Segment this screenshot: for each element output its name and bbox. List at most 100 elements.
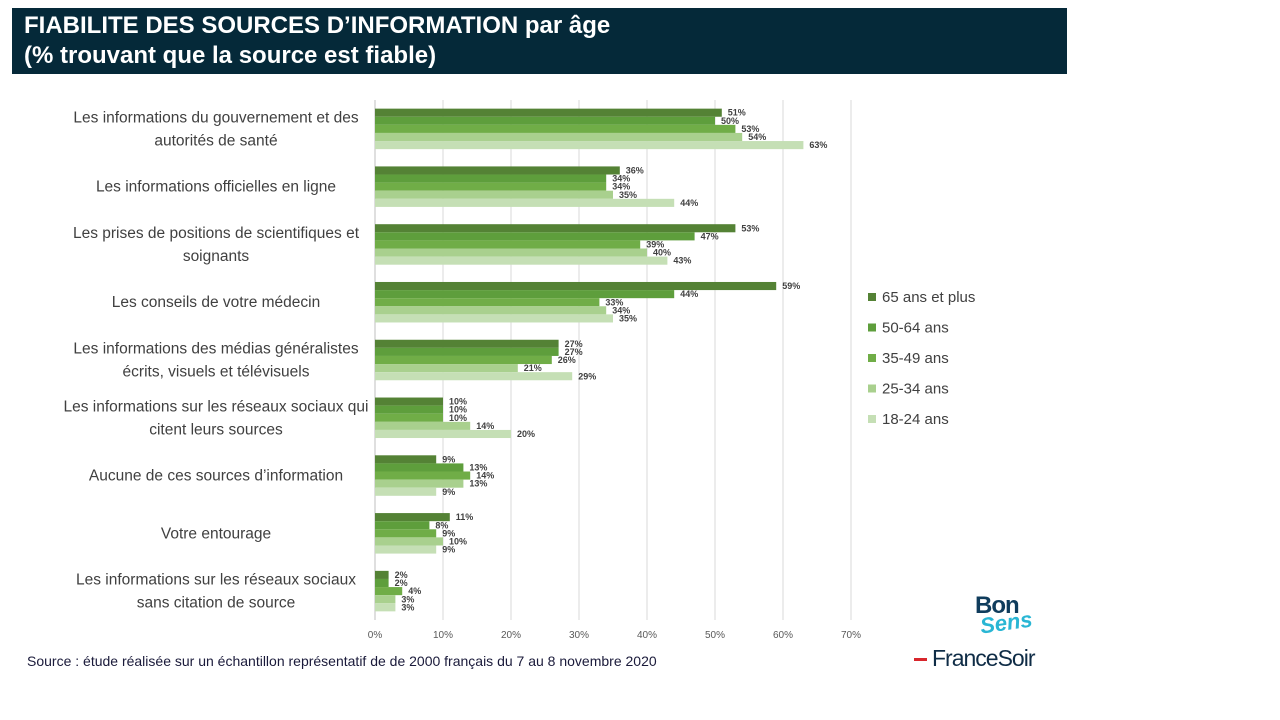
data-label: 20% (517, 429, 535, 439)
data-label: 63% (809, 140, 827, 150)
chart-subtitle: (% trouvant que la source est fiable) (24, 42, 437, 69)
data-label: 35% (619, 190, 637, 200)
category-label: Les informations sur les réseaux sociaux… (64, 398, 369, 415)
data-label: 27% (565, 339, 583, 349)
bar (375, 455, 437, 464)
title-band: FIABILITE DES SOURCES D’INFORMATION par … (12, 8, 1067, 74)
data-label: 4% (408, 586, 421, 596)
category-label: citent leurs sources (149, 421, 283, 438)
data-label: 53% (741, 124, 759, 134)
category-label: soignants (183, 248, 250, 265)
category-label: Les prises de positions de scientifiques… (73, 225, 360, 242)
legend-label: 18-24 ans (882, 411, 949, 428)
data-label: 34% (612, 182, 630, 192)
data-label: 8% (435, 520, 448, 530)
bar (375, 298, 600, 307)
x-tick-label: 70% (841, 630, 861, 641)
bar (375, 595, 396, 604)
legend-swatch (868, 384, 876, 393)
bar (375, 537, 443, 546)
category-label: Les informations officielles en ligne (96, 179, 336, 196)
bar (375, 339, 559, 348)
bar (375, 132, 743, 142)
bar (375, 429, 511, 439)
bar (375, 182, 607, 191)
category-label: Aucune de ces sources d’information (89, 468, 343, 485)
legend-label: 50-64 ans (882, 320, 949, 337)
bar (375, 421, 471, 430)
legend-swatch (868, 323, 876, 332)
bar (375, 166, 620, 175)
bar (375, 141, 804, 150)
data-label: 34% (612, 305, 630, 315)
bar (375, 116, 715, 125)
data-label: 53% (741, 223, 759, 233)
category-label: sans citation de source (137, 595, 296, 612)
x-tick-label: 0% (368, 630, 383, 641)
bar (375, 471, 471, 480)
data-label: 10% (449, 405, 467, 415)
data-label: 35% (619, 313, 637, 323)
data-label: 27% (565, 347, 583, 357)
bar (375, 529, 437, 538)
x-tick-label: 10% (433, 630, 453, 641)
x-tick-label: 40% (637, 630, 657, 641)
data-label: 47% (701, 231, 719, 241)
bar (375, 479, 464, 488)
x-tick-label: 50% (705, 630, 725, 641)
data-label: 10% (449, 397, 467, 407)
data-label: 44% (680, 198, 698, 208)
bonsens-logo-bon: Bon (975, 592, 1020, 619)
bar (375, 355, 552, 365)
data-label: 33% (605, 297, 623, 307)
legend-swatch (868, 293, 876, 301)
x-tick-label: 60% (773, 630, 793, 641)
data-label: 14% (476, 471, 494, 481)
bar (375, 124, 736, 133)
data-label: 3% (401, 602, 414, 612)
legend-swatch (868, 415, 876, 423)
data-label: 54% (748, 132, 766, 142)
data-label: 2% (395, 570, 408, 580)
category-label: Les informations du gouvernement et des (73, 109, 358, 126)
legend-swatch (868, 354, 876, 362)
data-label: 9% (442, 545, 455, 555)
bar (375, 587, 403, 596)
data-label: 11% (456, 512, 474, 522)
bar (375, 240, 641, 249)
data-label: 13% (469, 463, 487, 473)
x-tick-label: 20% (501, 630, 521, 641)
data-label: 10% (449, 413, 467, 423)
bar (375, 224, 736, 233)
bar (375, 281, 777, 291)
bar (375, 290, 675, 299)
bar (375, 405, 443, 414)
bar (375, 314, 613, 323)
data-label: 2% (395, 578, 408, 588)
bar (375, 521, 430, 530)
bar (375, 372, 573, 381)
category-label: autorités de santé (154, 132, 277, 149)
bar (375, 174, 607, 183)
category-label: Les conseils de votre médecin (112, 294, 321, 311)
bar (375, 397, 443, 406)
data-label: 9% (442, 528, 455, 538)
bar (375, 570, 389, 579)
bar (375, 190, 613, 199)
bar (375, 347, 559, 356)
data-label: 40% (653, 248, 671, 258)
bar (375, 108, 722, 117)
data-label: 9% (442, 454, 455, 464)
bar (375, 545, 437, 554)
bar (375, 513, 450, 522)
data-label: 36% (626, 166, 644, 176)
bar (375, 578, 389, 588)
data-label: 21% (524, 363, 542, 373)
bar (375, 198, 675, 207)
bar (375, 306, 607, 315)
francesoir-dash (914, 658, 927, 662)
francesoir-logo-text: FranceSoir (932, 645, 1035, 671)
bar (375, 232, 695, 241)
bar (375, 248, 647, 257)
